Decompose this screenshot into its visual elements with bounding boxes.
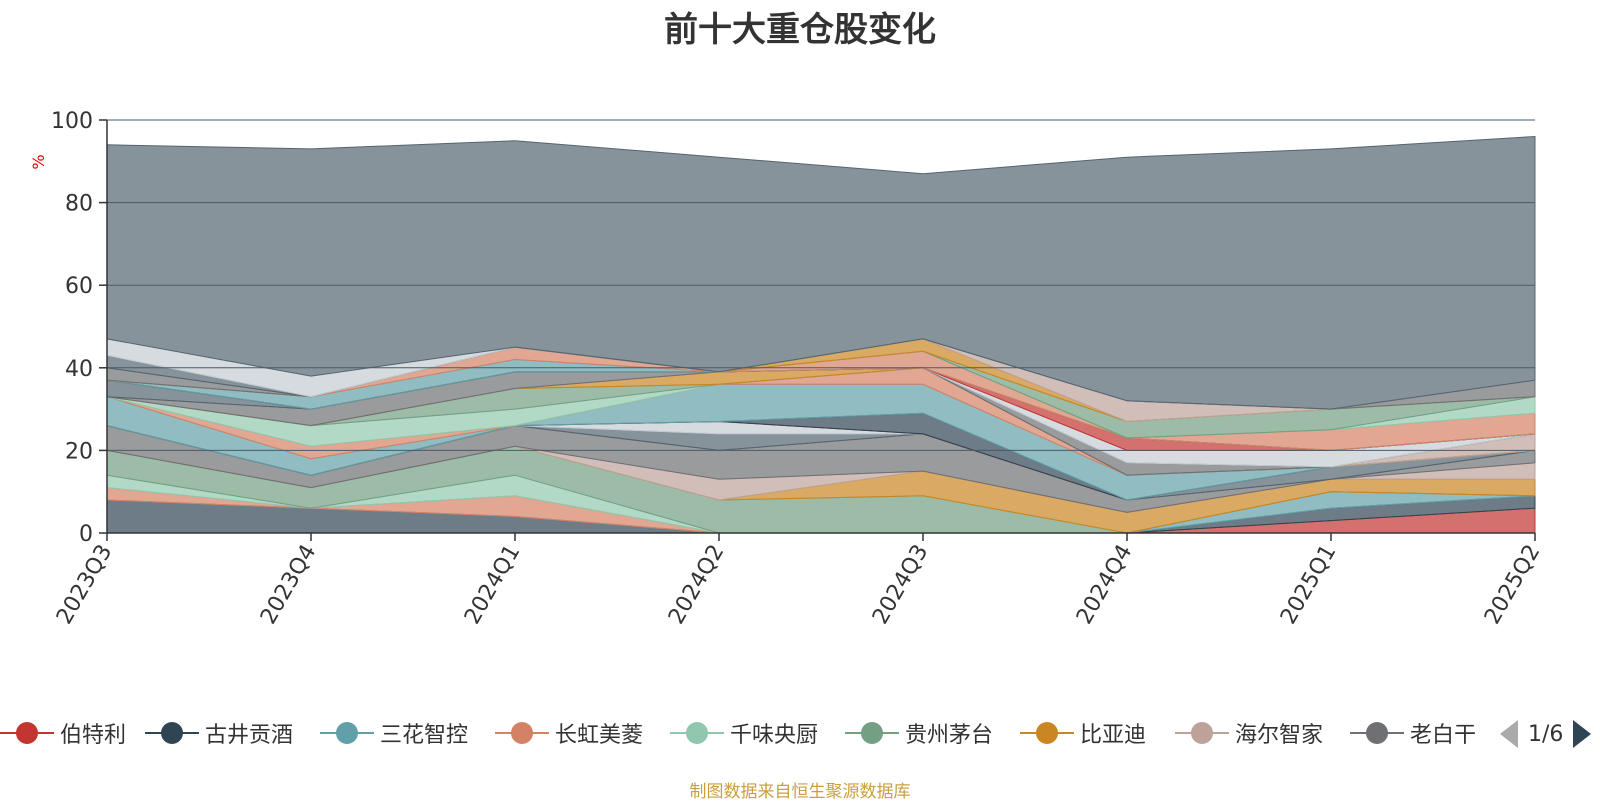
y-axis-unit: %	[29, 154, 48, 169]
legend-label: 伯特利	[60, 723, 127, 748]
y-tick-label: 40	[65, 357, 93, 382]
legend-marker-icon	[845, 713, 899, 753]
legend-label: 千味央厨	[730, 723, 819, 748]
legend-item[interactable]: 老白干	[1350, 713, 1476, 753]
chart-title: 前十大重仓股变化	[664, 10, 936, 50]
x-tick-label: 2024Q2	[664, 541, 729, 629]
legend-label: 贵州茅台	[905, 723, 994, 748]
area-series-33[interactable]	[106, 135, 1536, 410]
legend-prev-page-button[interactable]	[1500, 720, 1518, 748]
legend-label: 古井贡酒	[205, 723, 294, 748]
legend-item[interactable]: 长虹美菱	[495, 713, 643, 753]
legend-items: 伯特利 古井贡酒 三花智控 长虹美菱 千味央厨 贵州茅台 比亚迪 海尔智家 老白干	[0, 713, 1482, 753]
legend-item[interactable]: 比亚迪	[1020, 713, 1146, 753]
legend-label: 老白干	[1410, 723, 1477, 748]
legend-item[interactable]: 伯特利	[0, 713, 126, 753]
legend-label: 海尔智家	[1235, 723, 1324, 748]
legend: 伯特利 古井贡酒 三花智控 长虹美菱 千味央厨 贵州茅台 比亚迪 海尔智家 老白干	[0, 713, 1600, 753]
legend-next-page-button[interactable]	[1573, 720, 1592, 748]
legend-marker-icon	[0, 713, 54, 753]
legend-pager: 1/6	[1500, 717, 1592, 751]
legend-label: 三花智控	[380, 723, 469, 748]
y-tick-label: 100	[51, 109, 93, 134]
x-tick-label: 2023Q3	[52, 541, 117, 629]
legend-item[interactable]: 三花智控	[320, 713, 468, 753]
x-tick-label: 2023Q4	[256, 541, 321, 629]
legend-label: 比亚迪	[1080, 723, 1147, 748]
y-tick-label: 0	[79, 522, 93, 547]
legend-item[interactable]: 千味央厨	[670, 713, 818, 753]
y-tick-label: 60	[65, 274, 93, 299]
legend-marker-icon	[495, 713, 549, 753]
legend-marker-icon	[1020, 713, 1074, 753]
legend-marker-icon	[670, 713, 724, 753]
source-note: 制图数据来自恒生聚源数据库	[689, 782, 911, 802]
area-series-layer	[106, 135, 1536, 534]
legend-marker-icon	[320, 713, 374, 753]
legend-label: 长虹美菱	[555, 723, 644, 748]
gridlines	[107, 119, 1535, 451]
x-tick-label: 2024Q3	[868, 541, 933, 629]
x-tick-label: 2024Q4	[1072, 541, 1137, 629]
x-tick-label: 2025Q1	[1276, 541, 1341, 629]
legend-marker-icon	[1350, 713, 1404, 753]
x-tick-label: 2024Q1	[460, 541, 525, 629]
y-tick-label: 20	[65, 439, 93, 464]
legend-item[interactable]: 古井贡酒	[145, 713, 293, 753]
legend-page-indicator: 1/6	[1528, 721, 1564, 747]
legend-marker-icon	[145, 713, 199, 753]
legend-item[interactable]: 贵州茅台	[845, 713, 993, 753]
legend-item[interactable]: 海尔智家	[1175, 713, 1323, 753]
x-tick-label: 2025Q2	[1480, 541, 1545, 629]
y-tick-label: 80	[65, 192, 93, 217]
legend-marker-icon	[1175, 713, 1229, 753]
